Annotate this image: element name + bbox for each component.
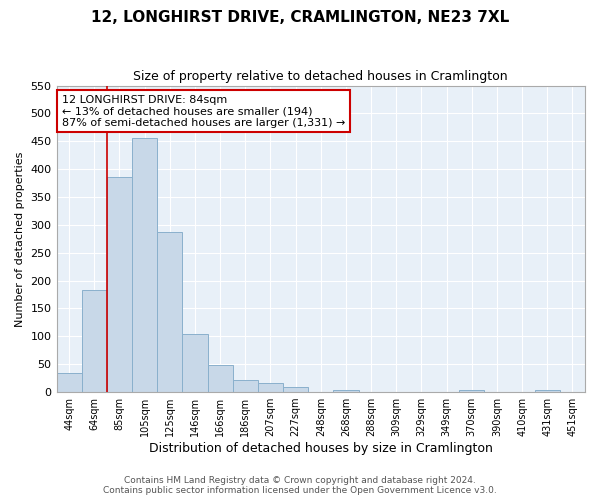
Bar [258, 382, 283, 392]
Text: 12 LONGHIRST DRIVE: 84sqm
← 13% of detached houses are smaller (194)
87% of semi: 12 LONGHIRST DRIVE: 84sqm ← 13% of detac… [62, 95, 345, 128]
Bar [283, 387, 308, 392]
Text: 12, LONGHIRST DRIVE, CRAMLINGTON, NE23 7XL: 12, LONGHIRST DRIVE, CRAMLINGTON, NE23 7… [91, 10, 509, 25]
Text: Contains HM Land Registry data © Crown copyright and database right 2024.
Contai: Contains HM Land Registry data © Crown c… [103, 476, 497, 495]
Bar [56, 372, 82, 392]
X-axis label: Distribution of detached houses by size in Cramlington: Distribution of detached houses by size … [149, 442, 493, 455]
Bar [233, 380, 258, 392]
Title: Size of property relative to detached houses in Cramlington: Size of property relative to detached ho… [133, 70, 508, 83]
Y-axis label: Number of detached properties: Number of detached properties [15, 151, 25, 326]
Bar [334, 390, 359, 392]
Bar [535, 390, 560, 392]
Bar [82, 290, 107, 392]
Bar [208, 365, 233, 392]
Bar [459, 390, 484, 392]
Bar [107, 177, 132, 392]
Bar [132, 138, 157, 392]
Bar [182, 334, 208, 392]
Bar [157, 232, 182, 392]
